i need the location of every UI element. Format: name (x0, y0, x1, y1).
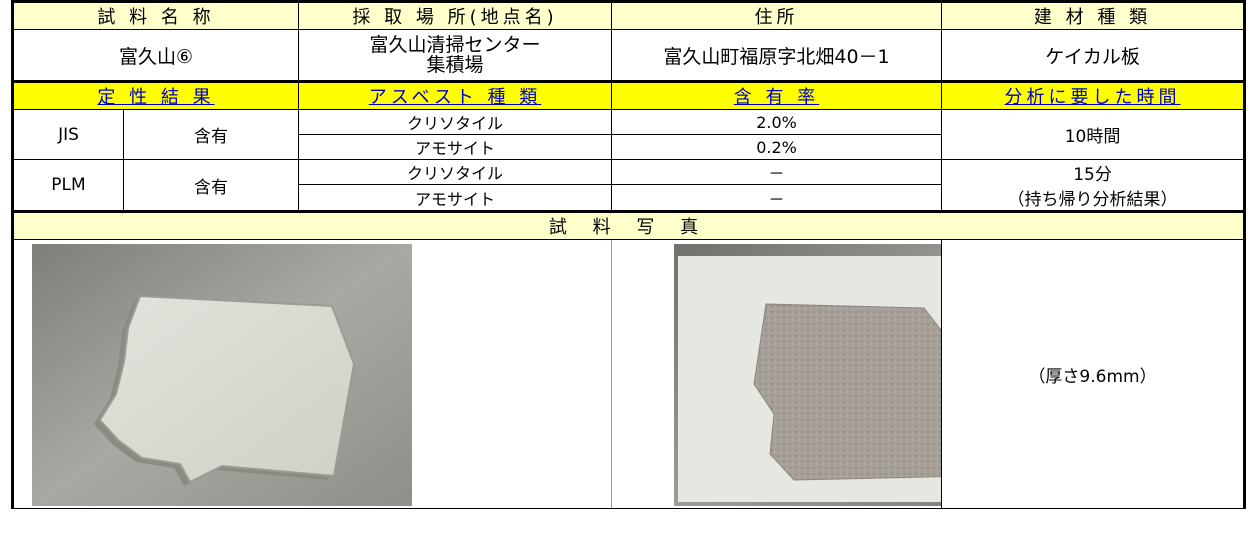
header-material-type: 建 材 種 類 (941, 0, 1247, 30)
address-value: 富久山町福原字北畑40－1 (611, 29, 943, 83)
header-qualitative-text: 定 性 結 果 (97, 87, 215, 108)
plm-type-1: クリソタイル (298, 158, 613, 186)
location-line-2: 集積場 (426, 54, 484, 76)
header-content-rate-text: 含 有 率 (733, 87, 820, 108)
plm-time-line-2: （持ち帰り分析結果） (1007, 190, 1178, 210)
report-table: 試 料 名 称 採 取 場 所(地点名) 住所 建 材 種 類 富久山⑥ 富久山… (10, 0, 1247, 509)
plm-method: PLM (11, 159, 124, 212)
header-address: 住所 (611, 0, 943, 30)
header-analysis-time: 分析に要した時間 (941, 81, 1247, 110)
jis-method: JIS (11, 109, 124, 160)
location-line-1: 富久山清掃センター (369, 34, 541, 56)
location-value: 富久山清掃センター 集積場 (298, 29, 613, 83)
jis-time: 10時間 (941, 109, 1247, 160)
plm-time-line-1: 15分 (1073, 165, 1112, 185)
plm-result: 含有 (122, 159, 300, 212)
plm-rate-1: － (611, 158, 943, 186)
sample-photo-front (32, 244, 412, 506)
jis-rate-1: 2.0% (611, 109, 943, 135)
asbestos-report-sheet: 試 料 名 称 採 取 場 所(地点名) 住所 建 材 種 類 富久山⑥ 富久山… (10, 0, 1247, 540)
header-asbestos-type-text: アスベスト 種 類 (368, 87, 542, 108)
header-content-rate: 含 有 率 (611, 81, 943, 110)
jis-result: 含有 (122, 109, 300, 160)
jis-type-2: アモサイト (298, 134, 613, 160)
jis-type-1: クリソタイル (298, 109, 613, 135)
header-sample-name: 試 料 名 称 (10, 0, 300, 30)
plm-type-2: アモサイト (298, 184, 613, 212)
photo-cell-front (10, 239, 613, 509)
sample-name-value: 富久山⑥ (10, 29, 300, 83)
thickness-note: （厚さ9.6mm） (941, 239, 1247, 509)
sample-photo-back (674, 244, 941, 506)
plm-time: 15分 （持ち帰り分析結果） (941, 159, 1247, 212)
header-location: 採 取 場 所(地点名) (298, 0, 613, 30)
header-qualitative: 定 性 結 果 (10, 81, 300, 110)
photo-cell-back (611, 239, 943, 509)
jis-rate-2: 0.2% (611, 134, 943, 160)
material-type-value: ケイカル板 (941, 29, 1247, 83)
header-analysis-time-text: 分析に要した時間 (1004, 87, 1181, 108)
plm-rate-2: － (611, 184, 943, 212)
header-asbestos-type: アスベスト 種 類 (298, 81, 613, 110)
photo-section-title: 試 料 写 真 (10, 210, 1247, 240)
